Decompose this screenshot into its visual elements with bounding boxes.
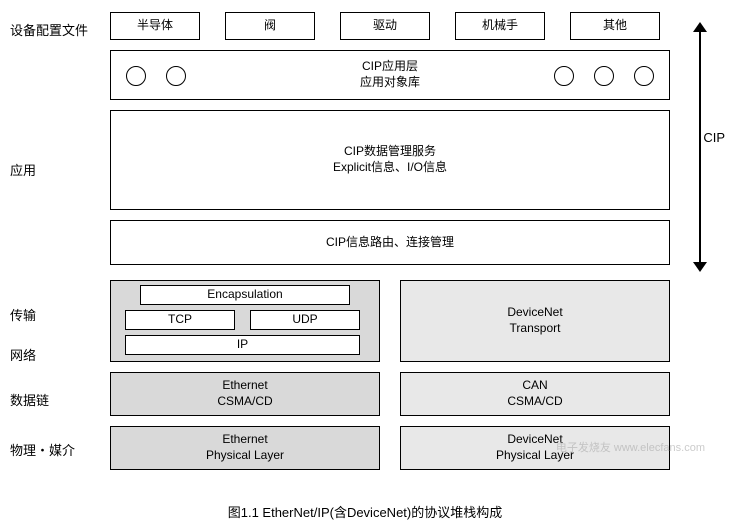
- profile-valve: 阀: [225, 12, 315, 40]
- devicenet-transport-line2: Transport: [510, 321, 561, 337]
- tcp-box: TCP: [125, 310, 235, 330]
- object-circle-icon: [166, 66, 186, 86]
- label-datalink: 数据链: [10, 390, 100, 409]
- watermark-text: 电子发烧友 www.elecfans.com: [556, 439, 705, 455]
- label-network: 网络: [10, 345, 100, 364]
- devicenet-datalink-line2: CSMA/CD: [507, 394, 562, 410]
- object-circle-icon: [554, 66, 574, 86]
- cip-app-layer-line1: CIP应用层: [362, 59, 418, 75]
- cip-span-arrow: [685, 22, 715, 272]
- arrow-head-bottom-icon: [693, 262, 707, 272]
- object-circle-icon: [594, 66, 614, 86]
- cip-label: CIP: [703, 130, 725, 145]
- devicenet-transport-box: DeviceNet Transport: [400, 280, 670, 362]
- object-circle-icon: [634, 66, 654, 86]
- ethernet-physical-box: Ethernet Physical Layer: [110, 426, 380, 470]
- cip-app-layer-box: CIP应用层 应用对象库: [110, 50, 670, 100]
- label-physical: 物理・媒介: [10, 440, 100, 459]
- protocol-stack-diagram: 设备配置文件 应用 传输 网络 数据链 物理・媒介 半导体 阀 驱动 机械手 其…: [10, 10, 720, 490]
- ip-box: IP: [125, 335, 360, 355]
- profile-other-text: 其他: [603, 18, 627, 34]
- ethernet-physical-line1: Ethernet: [222, 432, 267, 448]
- ethernet-datalink-line1: Ethernet: [222, 378, 267, 394]
- cip-app-layer-line2: 应用对象库: [360, 75, 420, 91]
- cip-data-mgmt-line2: Explicit信息、I/O信息: [333, 160, 447, 176]
- cip-data-mgmt-line1: CIP数据管理服务: [344, 144, 436, 160]
- arrow-line: [699, 30, 701, 264]
- udp-box: UDP: [250, 310, 360, 330]
- profile-semiconductor: 半导体: [110, 12, 200, 40]
- label-application: 应用: [10, 160, 100, 179]
- udp-text: UDP: [292, 312, 317, 328]
- ethernet-datalink-line2: CSMA/CD: [217, 394, 272, 410]
- devicenet-physical-line1: DeviceNet: [507, 432, 562, 448]
- devicenet-datalink-line1: CAN: [522, 378, 547, 394]
- ethernet-datalink-box: Ethernet CSMA/CD: [110, 372, 380, 416]
- object-circle-icon: [126, 66, 146, 86]
- devicenet-transport-line1: DeviceNet: [507, 305, 562, 321]
- profile-semiconductor-text: 半导体: [137, 18, 173, 34]
- cip-routing-box: CIP信息路由、连接管理: [110, 220, 670, 265]
- profile-drive-text: 驱动: [373, 18, 397, 34]
- profile-other: 其他: [570, 12, 660, 40]
- devicenet-datalink-box: CAN CSMA/CD: [400, 372, 670, 416]
- encapsulation-box: Encapsulation: [140, 285, 350, 305]
- ip-text: IP: [237, 337, 248, 353]
- cip-data-mgmt-box: CIP数据管理服务 Explicit信息、I/O信息: [110, 110, 670, 210]
- label-transport: 传输: [10, 305, 100, 324]
- profile-drive: 驱动: [340, 12, 430, 40]
- profile-valve-text: 阀: [264, 18, 276, 34]
- figure-caption: 图1.1 EtherNet/IP(含DeviceNet)的协议堆栈构成: [0, 502, 730, 521]
- cip-routing-text: CIP信息路由、连接管理: [326, 235, 454, 251]
- label-device-config: 设备配置文件: [10, 20, 100, 39]
- tcp-text: TCP: [168, 312, 192, 328]
- ethernet-physical-line2: Physical Layer: [206, 448, 284, 464]
- profile-robot-text: 机械手: [482, 18, 518, 34]
- encapsulation-text: Encapsulation: [207, 287, 282, 303]
- profile-robot: 机械手: [455, 12, 545, 40]
